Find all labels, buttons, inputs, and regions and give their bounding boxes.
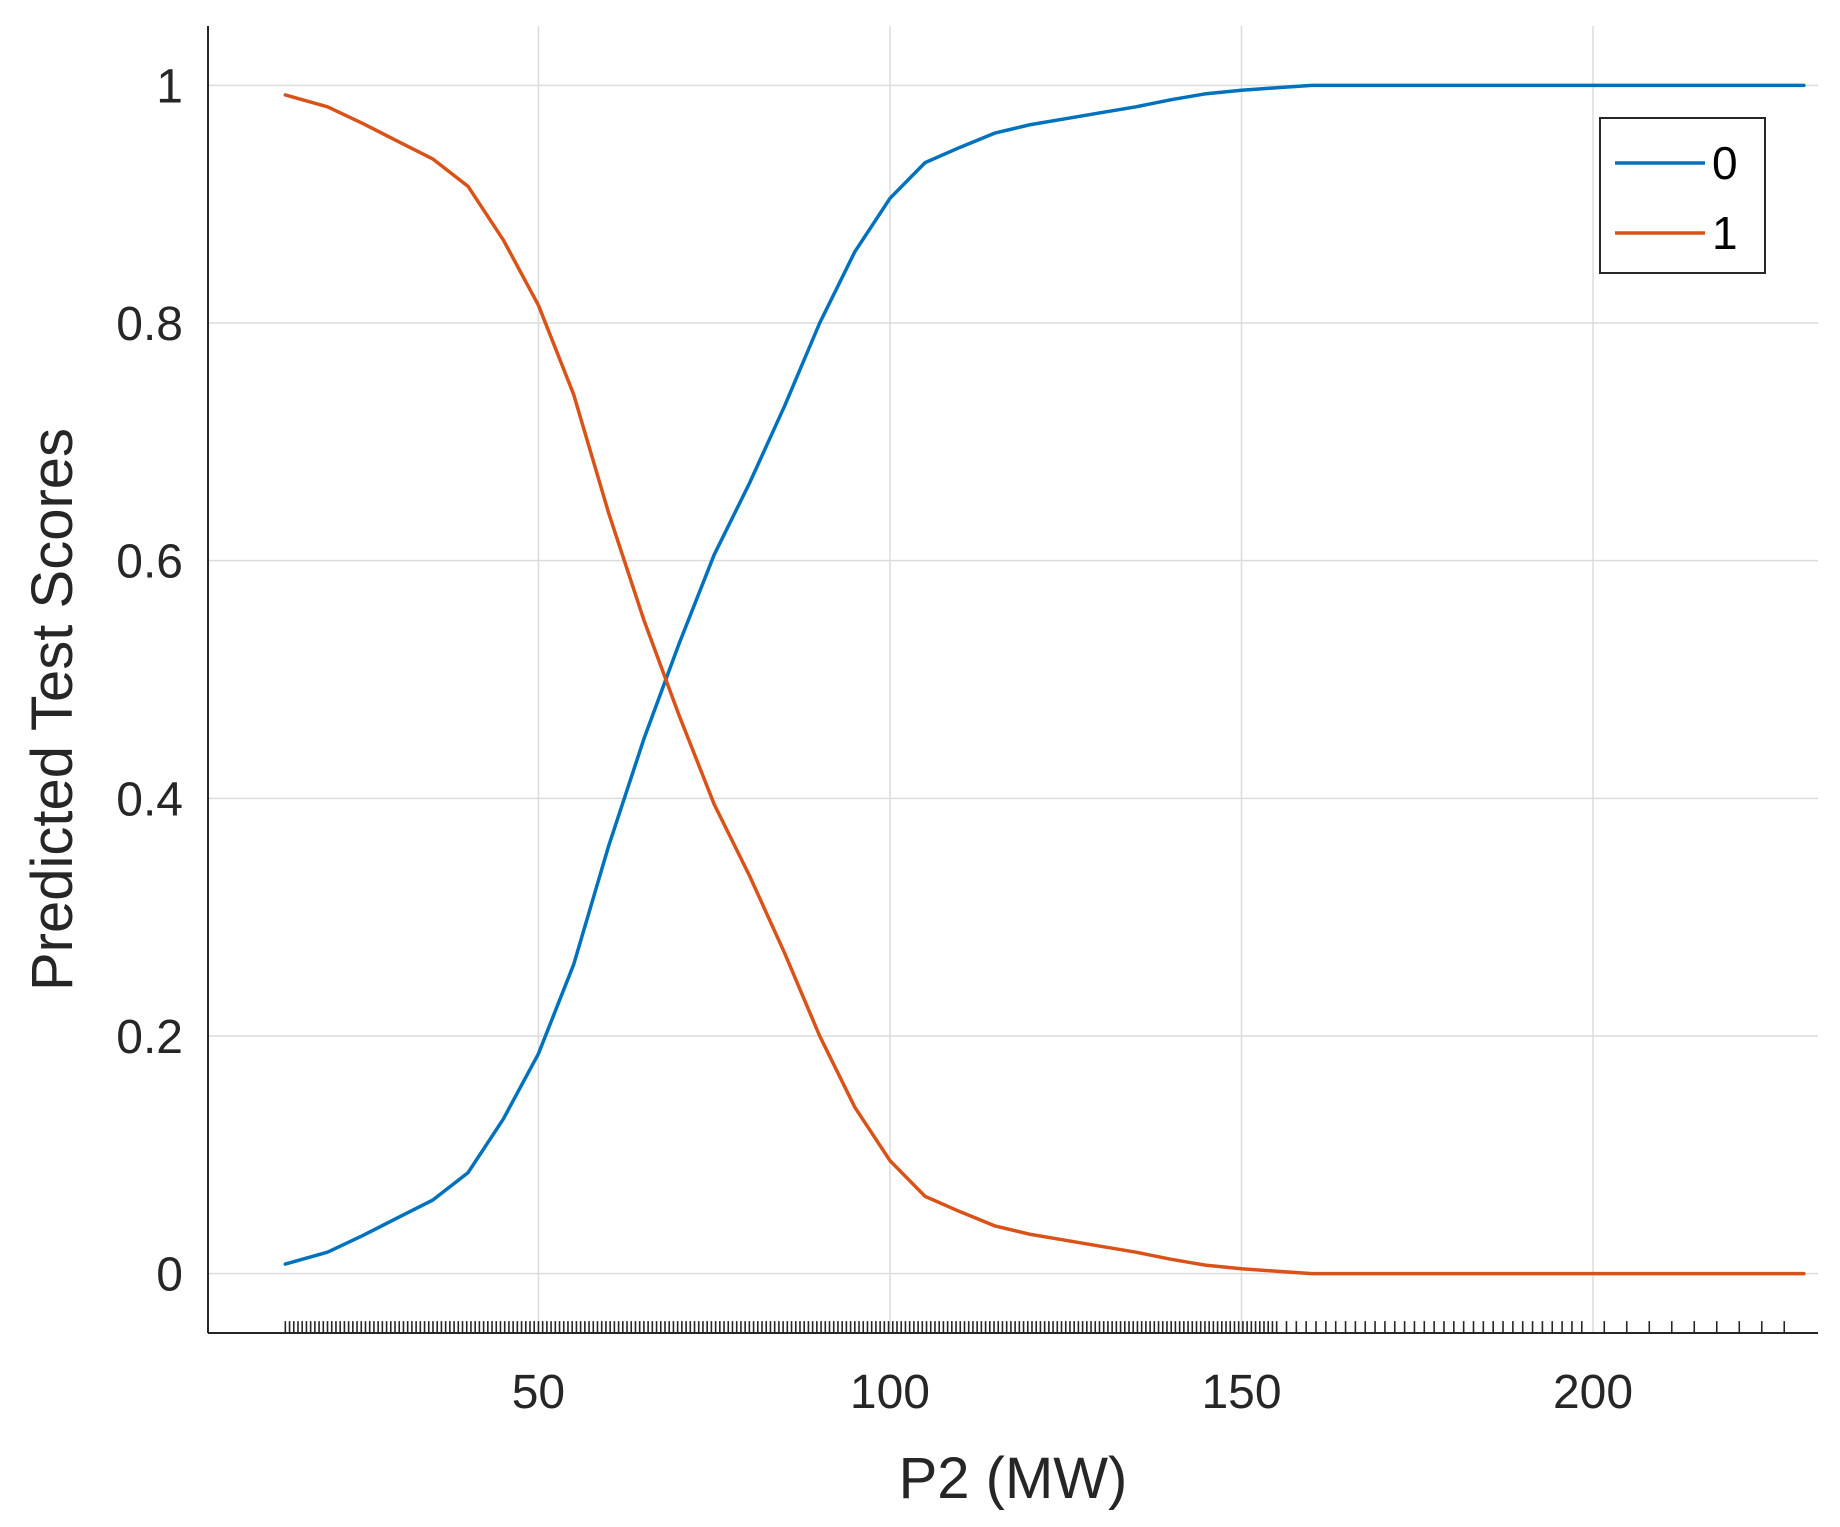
legend-box [1599,117,1766,274]
x-tick-label: 200 [1553,1366,1633,1419]
series-line-1 [283,93,1806,1276]
x-axis-label: P2 (MW) [899,1446,1128,1511]
series-lines [283,83,1806,1276]
x-tick-label: 150 [1201,1366,1281,1419]
axes [207,26,1818,1334]
tick-labels: 50 100 150 200 0 0.2 0.4 0.6 0.8 1 [116,60,1633,1419]
y-tick-label: 1 [156,60,183,113]
x-tick-label: 100 [850,1366,930,1419]
y-axis-label: Predicted Test Scores [20,428,85,991]
x-tick-label: 50 [512,1366,565,1419]
legend-label: 1 [1712,207,1738,259]
legend-label: 0 [1712,137,1738,189]
series-line-0 [283,83,1806,1266]
y-tick-label: 0.6 [116,536,183,589]
y-tick-label: 0.4 [116,773,183,826]
y-tick-label: 0.8 [116,298,183,351]
rug-plot [284,1321,1786,1332]
y-tick-label: 0.2 [116,1011,183,1064]
y-tick-label: 0 [156,1249,183,1302]
legend: 01 [1599,117,1766,274]
